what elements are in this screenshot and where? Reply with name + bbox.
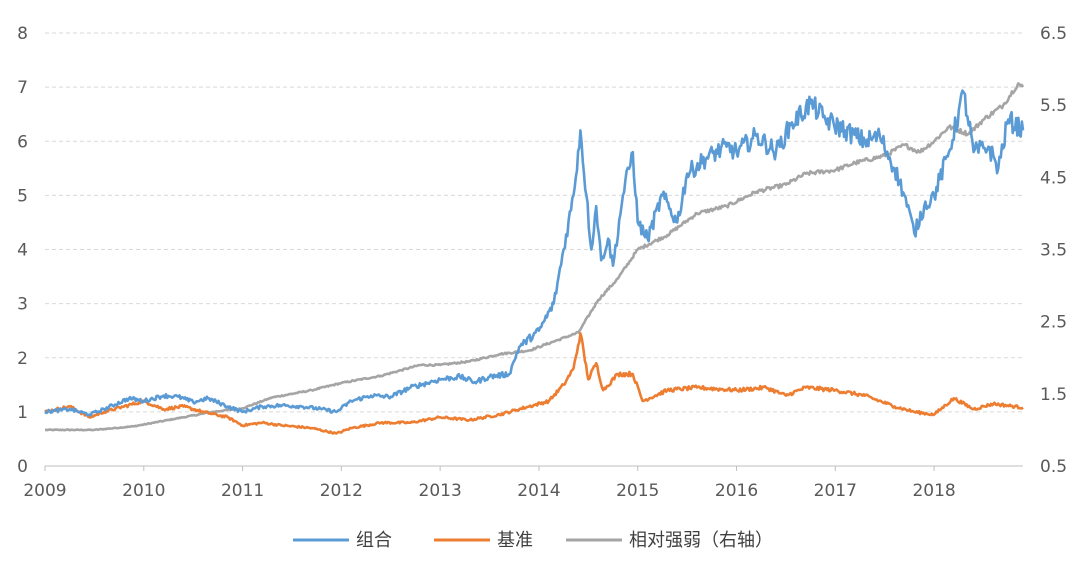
- series-line-0: [44, 89, 1025, 417]
- left-y-tick-label: 6: [17, 132, 28, 152]
- series-lines: [44, 82, 1025, 435]
- right-y-axis: 0.5 1.5 2.5 3.5 4.5 5.5 6.5: [1040, 24, 1067, 477]
- left-y-tick-label: 4: [17, 241, 28, 261]
- x-tick-label: 2015: [616, 481, 659, 501]
- x-tick-label: 2014: [517, 481, 560, 501]
- gridlines: [45, 32, 1023, 413]
- x-tick-label: 2010: [122, 481, 165, 501]
- legend-label: 组合: [356, 530, 392, 551]
- right-y-tick-label: 0.5: [1040, 457, 1067, 477]
- left-y-tick-label: 1: [17, 403, 28, 423]
- x-axis: 2009 2010 2011 2012 2013 2014 2015 2016 2017 2018: [23, 465, 1023, 501]
- left-y-tick-label: 3: [17, 295, 28, 315]
- x-tick-label: 2011: [221, 481, 264, 501]
- right-y-tick-label: 6.5: [1040, 24, 1067, 44]
- right-y-tick-label: 4.5: [1040, 168, 1067, 188]
- right-y-tick-label: 1.5: [1040, 385, 1067, 405]
- x-tick-label: 2009: [23, 481, 66, 501]
- x-tick-label: 2017: [814, 481, 857, 501]
- x-tick-label: 2012: [320, 481, 363, 501]
- left-y-tick-label: 5: [17, 186, 28, 206]
- x-tick-label: 2016: [715, 481, 758, 501]
- right-y-tick-label: 5.5: [1040, 96, 1067, 116]
- legend-label: 相对强弱（右轴）: [629, 530, 773, 551]
- left-y-tick-label: 0: [17, 457, 28, 477]
- left-y-tick-label: 7: [17, 78, 28, 98]
- legend-label: 基准: [497, 530, 533, 551]
- left-y-axis: 0 1 2 3 4 5 6 7 8: [17, 24, 28, 477]
- right-y-tick-label: 3.5: [1040, 241, 1067, 261]
- series-line-1: [44, 332, 1024, 435]
- legend: 组合 基准 相对强弱（右轴）: [293, 530, 773, 551]
- x-tick-label: 2018: [912, 481, 955, 501]
- left-y-tick-label: 2: [17, 349, 28, 369]
- left-y-tick-label: 8: [17, 24, 28, 44]
- x-tick-label: 2013: [419, 481, 462, 501]
- right-y-tick-label: 2.5: [1040, 313, 1067, 333]
